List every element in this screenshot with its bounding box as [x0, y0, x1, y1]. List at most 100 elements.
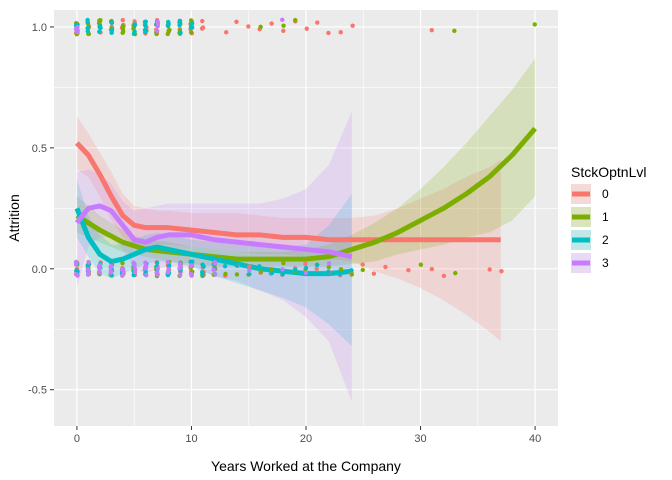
- point-3: [247, 268, 252, 273]
- point-3: [178, 272, 183, 277]
- point-0: [371, 271, 377, 276]
- y-tick-label: -0.5: [28, 385, 47, 397]
- point-1: [258, 24, 263, 30]
- point-3: [177, 261, 183, 267]
- point-1: [223, 271, 228, 277]
- y-axis-title: Attrition: [6, 194, 22, 241]
- point-3: [154, 271, 160, 276]
- point-2: [247, 271, 252, 277]
- point-2: [108, 259, 113, 264]
- legend-label-2: 2: [602, 233, 609, 247]
- point-2: [200, 272, 205, 277]
- point-1: [258, 269, 263, 274]
- point-1: [120, 260, 125, 266]
- point-2: [326, 269, 331, 274]
- point-2: [154, 260, 160, 266]
- ci-band-1: [76, 58, 536, 267]
- point-2: [97, 24, 102, 29]
- point-2: [201, 264, 206, 269]
- smooth-line-2: [74, 207, 353, 277]
- smooth-line-0: [75, 141, 501, 243]
- ci-band-0: [76, 116, 501, 342]
- x-tick-label: 30: [414, 433, 426, 445]
- point-0: [350, 23, 355, 28]
- point-3: [75, 28, 80, 33]
- point-2: [314, 262, 320, 268]
- point-1: [293, 17, 298, 23]
- point-2: [293, 267, 298, 273]
- point-3: [120, 266, 126, 272]
- point-1: [120, 23, 126, 29]
- point-1: [166, 28, 171, 34]
- point-2: [131, 31, 137, 37]
- point-2: [178, 30, 183, 35]
- point-3: [165, 259, 170, 265]
- point-3: [211, 267, 216, 273]
- point-3: [189, 263, 194, 268]
- point-2: [337, 272, 343, 277]
- point-3: [75, 25, 80, 30]
- point-3: [143, 260, 148, 265]
- point-2: [132, 22, 138, 27]
- point-3: [326, 261, 332, 266]
- point-3: [154, 28, 160, 34]
- point-2: [222, 264, 228, 269]
- point-0: [199, 26, 205, 31]
- x-axis-title: Years Worked at the Company: [211, 458, 401, 474]
- point-0: [246, 24, 251, 29]
- point-3: [212, 261, 218, 266]
- point-2: [143, 19, 148, 24]
- point-2: [303, 265, 309, 271]
- point-2: [143, 23, 148, 28]
- point-1: [453, 270, 458, 276]
- legend: StckOptnLvl 0 1 2 3: [571, 164, 646, 273]
- point-1: [452, 28, 457, 34]
- x-tick-label: 10: [185, 433, 197, 445]
- y-tick-label: 0.5: [32, 143, 47, 155]
- point-0: [247, 264, 252, 269]
- point-0: [429, 27, 434, 33]
- point-3: [188, 271, 194, 277]
- point-3: [280, 267, 285, 272]
- point-3: [86, 260, 92, 265]
- x-tick-label: 20: [300, 433, 312, 445]
- point-3: [155, 20, 160, 25]
- smooth-line-3: [74, 203, 353, 260]
- point-1: [234, 272, 240, 277]
- point-1: [97, 18, 102, 23]
- point-0: [303, 261, 308, 267]
- point-2: [280, 272, 285, 277]
- point-3: [73, 262, 79, 267]
- point-3: [165, 270, 171, 275]
- legend-label-1: 1: [602, 210, 609, 224]
- point-3: [120, 273, 125, 278]
- point-2: [190, 25, 195, 30]
- point-3: [97, 265, 102, 271]
- point-3: [97, 262, 103, 268]
- point-2: [257, 264, 262, 269]
- point-2: [190, 259, 195, 265]
- point-2: [97, 29, 102, 34]
- point-1: [532, 22, 537, 27]
- point-2: [189, 21, 195, 26]
- point-2: [269, 270, 275, 276]
- point-3: [144, 272, 149, 278]
- point-0: [224, 30, 229, 35]
- point-2: [234, 263, 239, 268]
- smooth-lines: [74, 126, 537, 277]
- point-2: [109, 20, 114, 25]
- point-1: [326, 264, 331, 270]
- point-2: [85, 25, 90, 31]
- point-3: [132, 263, 137, 268]
- point-0: [269, 21, 274, 26]
- point-3: [280, 17, 285, 23]
- point-2: [109, 27, 115, 33]
- point-2: [166, 21, 171, 27]
- point-3: [108, 264, 113, 270]
- point-0: [429, 266, 435, 272]
- point-3: [108, 268, 114, 273]
- legend-label-0: 0: [602, 187, 609, 201]
- point-3: [86, 269, 91, 275]
- point-0: [315, 20, 320, 25]
